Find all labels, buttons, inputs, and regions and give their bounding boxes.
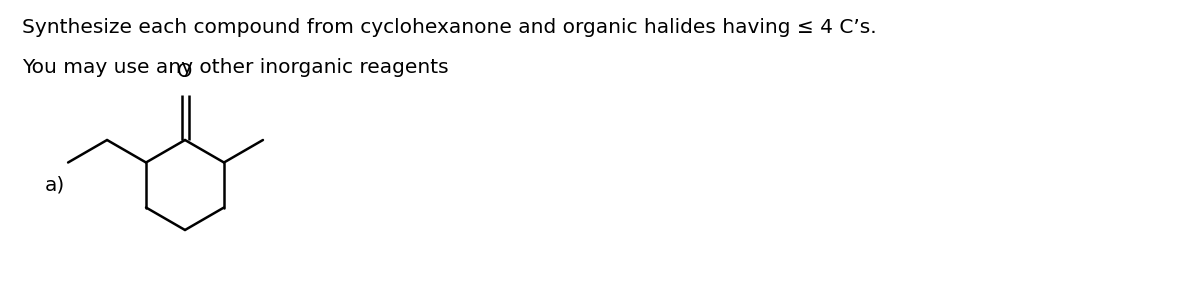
Text: You may use any other inorganic reagents: You may use any other inorganic reagents — [22, 58, 449, 77]
Text: a): a) — [46, 176, 65, 194]
Text: Synthesize each compound from cyclohexanone and organic halides having ≤ 4 C’s.: Synthesize each compound from cyclohexan… — [22, 18, 877, 37]
Text: O: O — [178, 62, 193, 81]
